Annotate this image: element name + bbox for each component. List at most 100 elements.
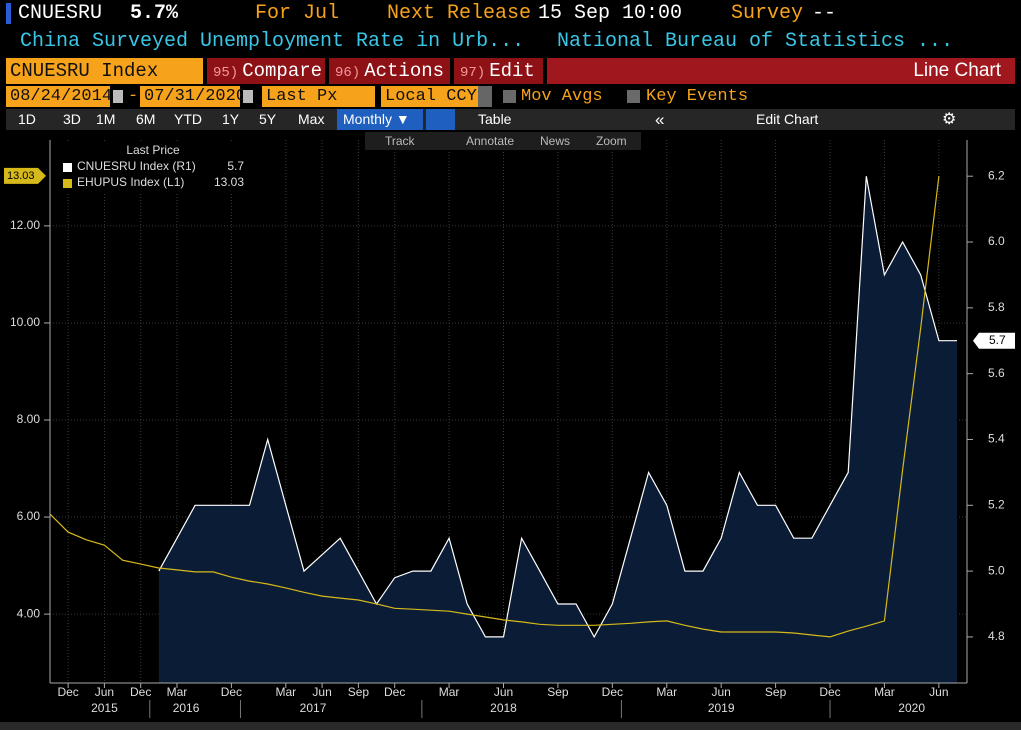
start-date[interactable]: 08/24/2014: [6, 86, 112, 107]
release-label: Next Release: [387, 2, 532, 25]
line: [49, 175, 940, 638]
tool-strip: [365, 132, 641, 150]
indicator: [6, 3, 11, 24]
y2-tick-label: 5.4: [988, 432, 1005, 446]
y2-tick-label: 4.8: [988, 629, 1005, 643]
x-tick-label: Dec: [602, 685, 623, 699]
x-tick-label: Sep: [348, 685, 370, 699]
x-tick-label: Jun: [312, 685, 331, 699]
y2-tick-label: 5.8: [988, 300, 1005, 314]
option: Key Events: [646, 87, 749, 106]
period-button[interactable]: 1M: [96, 111, 116, 127]
edit-button[interactable]: 97) Edit ▾: [454, 58, 558, 84]
y2-tick-label: 6.0: [988, 234, 1005, 248]
year-label: 2019: [708, 701, 735, 715]
x-tick-label: Jun: [929, 685, 948, 699]
calendar-icon[interactable]: [243, 90, 253, 103]
legend-value: 5.7: [227, 159, 244, 173]
y2-tick-label: 5.6: [988, 366, 1005, 380]
x-tick-label: Mar: [167, 685, 188, 699]
line: [158, 176, 957, 639]
last-value-box: [4, 167, 46, 184]
chart-tool[interactable]: Annotate: [466, 134, 515, 148]
legend-value: 13.03: [214, 175, 244, 189]
year-label: 2020: [898, 701, 925, 715]
period-button[interactable]: YTD: [174, 111, 202, 127]
x-tick-label: Dec: [57, 685, 78, 699]
settings-gear[interactable]: ⚙: [942, 111, 957, 128]
security-input[interactable]: CNUESRU Index: [6, 58, 203, 84]
last-value-label: 13.03: [7, 170, 35, 182]
x-tick-label: Dec: [384, 685, 405, 699]
chart-tool[interactable]: Track: [385, 134, 415, 148]
price-field[interactable]: Last Px: [262, 86, 375, 107]
year-label: 2017: [300, 701, 327, 715]
survey-label: Survey: [731, 2, 804, 25]
table-button[interactable]: Table: [478, 111, 512, 127]
legend-label: CNUESRU Index (R1): [77, 159, 196, 173]
button-label: Compare: [242, 60, 323, 82]
y-tick-label: 10.00: [10, 315, 40, 329]
button-label: Edit ▾: [489, 60, 558, 82]
x-tick-label: Sep: [547, 685, 569, 699]
description: China Surveyed Unemployment Rate in Urb.…: [20, 30, 525, 53]
date-separator: -: [128, 87, 139, 106]
status-bar: [0, 722, 1021, 730]
period-button[interactable]: 6M: [136, 111, 156, 127]
chart-icon[interactable]: [426, 109, 455, 130]
last-value-label: 5.7: [989, 333, 1006, 347]
x-tick-label: Jun: [712, 685, 731, 699]
button-label: Actions ▾: [364, 60, 467, 82]
period-button[interactable]: 1D: [18, 111, 36, 127]
end-date[interactable]: 07/31/2020: [140, 86, 246, 107]
actions-button[interactable]: 96) Actions ▾: [329, 58, 467, 84]
x-tick-label: Mar: [656, 685, 677, 699]
frequency-select[interactable]: Monthly ▼: [337, 109, 423, 130]
period-button[interactable]: Max: [298, 111, 325, 127]
legend-swatch: [63, 179, 72, 188]
option: Mov Avgs: [521, 87, 603, 106]
legend-box: [55, 142, 250, 194]
button-code: 95): [213, 65, 239, 81]
checkbox[interactable]: [627, 90, 640, 103]
x-tick-label: Mar: [439, 685, 460, 699]
y2-tick-label: 5.0: [988, 563, 1005, 577]
y-tick-label: 6.00: [17, 509, 41, 523]
button-code: 96): [335, 65, 361, 81]
year-label: 2015: [91, 701, 118, 715]
legend-swatch: [63, 163, 72, 172]
y2-tick-label: 6.2: [988, 168, 1005, 182]
button-code: 97): [460, 65, 486, 81]
chart-type[interactable]: Line Chart: [547, 58, 1015, 84]
compare-button[interactable]: 95) Compare: [207, 58, 325, 84]
calendar-icon[interactable]: [113, 90, 123, 103]
chart-tool[interactable]: News: [540, 134, 571, 148]
period: For Jul: [255, 2, 340, 25]
period-button[interactable]: 5Y: [259, 111, 277, 127]
last-value: 5.7%: [130, 2, 179, 25]
collapse-button[interactable]: «: [655, 110, 665, 129]
chart-tool[interactable]: Zoom: [596, 134, 627, 148]
year-label: 2016: [173, 701, 200, 715]
y-tick-label: 4.00: [17, 606, 41, 620]
ticker: CNUESRU: [18, 2, 103, 25]
period-bar: [6, 109, 1015, 130]
x-tick-label: Dec: [130, 685, 151, 699]
survey-value: --: [812, 2, 837, 25]
dropdown-arrow[interactable]: [478, 86, 492, 107]
currency-field[interactable]: Local CCY: [381, 86, 478, 107]
period-button[interactable]: 1Y: [222, 111, 240, 127]
legend-label: EHUPUS Index (L1): [77, 175, 184, 189]
y2-tick-label: 5.2: [988, 497, 1005, 511]
source: National Bureau of Statistics ...: [557, 30, 954, 53]
last-value-box: [973, 332, 1015, 349]
checkbox[interactable]: [503, 90, 516, 103]
x-tick-label: Dec: [819, 685, 840, 699]
year-label: 2018: [490, 701, 517, 715]
x-tick-label: Mar: [275, 685, 296, 699]
edit-chart-button[interactable]: Edit Chart: [756, 111, 819, 127]
period-button[interactable]: 3D: [63, 111, 81, 127]
x-tick-label: Mar: [874, 685, 895, 699]
